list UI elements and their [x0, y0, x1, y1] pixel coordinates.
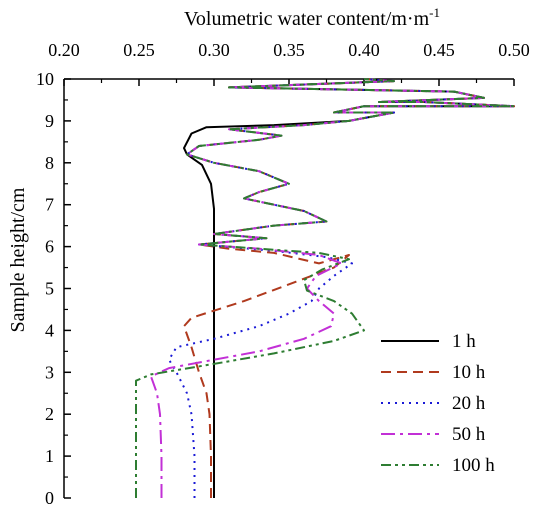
x-tick-label: 0.25: [123, 40, 155, 60]
axes: 0.20 0.25 0.30 0.35 0.40 0.45 0.50 0 1 2 3 4 5 6 7 8 9 1…: [36, 40, 530, 508]
y-tick-label: 0: [45, 488, 54, 508]
x-axis-title-superscript: -1: [429, 5, 440, 20]
series-line: [135, 78, 515, 498]
legend-label: 10 h: [452, 362, 486, 383]
legend-label: 1 h: [452, 331, 476, 352]
y-tick-label: 7: [45, 195, 54, 215]
y-tick-label: 8: [45, 153, 54, 173]
y-ticks: 0 1 2 3 4 5 6 7 8 9 10: [36, 69, 71, 508]
legend: 1 h 10 h 20 h 50 h 100 h: [381, 331, 495, 476]
x-tick-label: 0.30: [198, 40, 230, 60]
y-tick-label: 2: [45, 404, 54, 424]
y-tick-label: 5: [45, 279, 54, 299]
y-tick-label: 10: [36, 69, 54, 89]
legend-label: 50 h: [452, 424, 486, 445]
x-tick-label: 0.35: [273, 40, 305, 60]
x-ticks: 0.20 0.25 0.30 0.35 0.40 0.45 0.50: [48, 40, 530, 86]
x-tick-label: 0.20: [48, 40, 80, 60]
y-tick-label: 1: [45, 446, 54, 466]
x-tick-label: 0.45: [423, 40, 455, 60]
y-tick-label: 4: [45, 320, 54, 340]
x-axis-title-text: Volumetric water content/m·m: [184, 8, 430, 30]
y-tick-label: 3: [45, 362, 54, 382]
y-tick-label: 6: [45, 237, 54, 257]
y-axis-title: Sample height/cm: [7, 187, 29, 332]
legend-label: 100 h: [452, 455, 495, 476]
x-axis-title: Volumetric water content/m·m-1: [184, 5, 440, 30]
legend-label: 20 h: [452, 393, 486, 414]
y-tick-label: 9: [45, 111, 54, 131]
x-tick-label: 0.40: [348, 40, 380, 60]
plot-lines: [135, 78, 515, 498]
x-tick-label: 0.50: [498, 40, 530, 60]
